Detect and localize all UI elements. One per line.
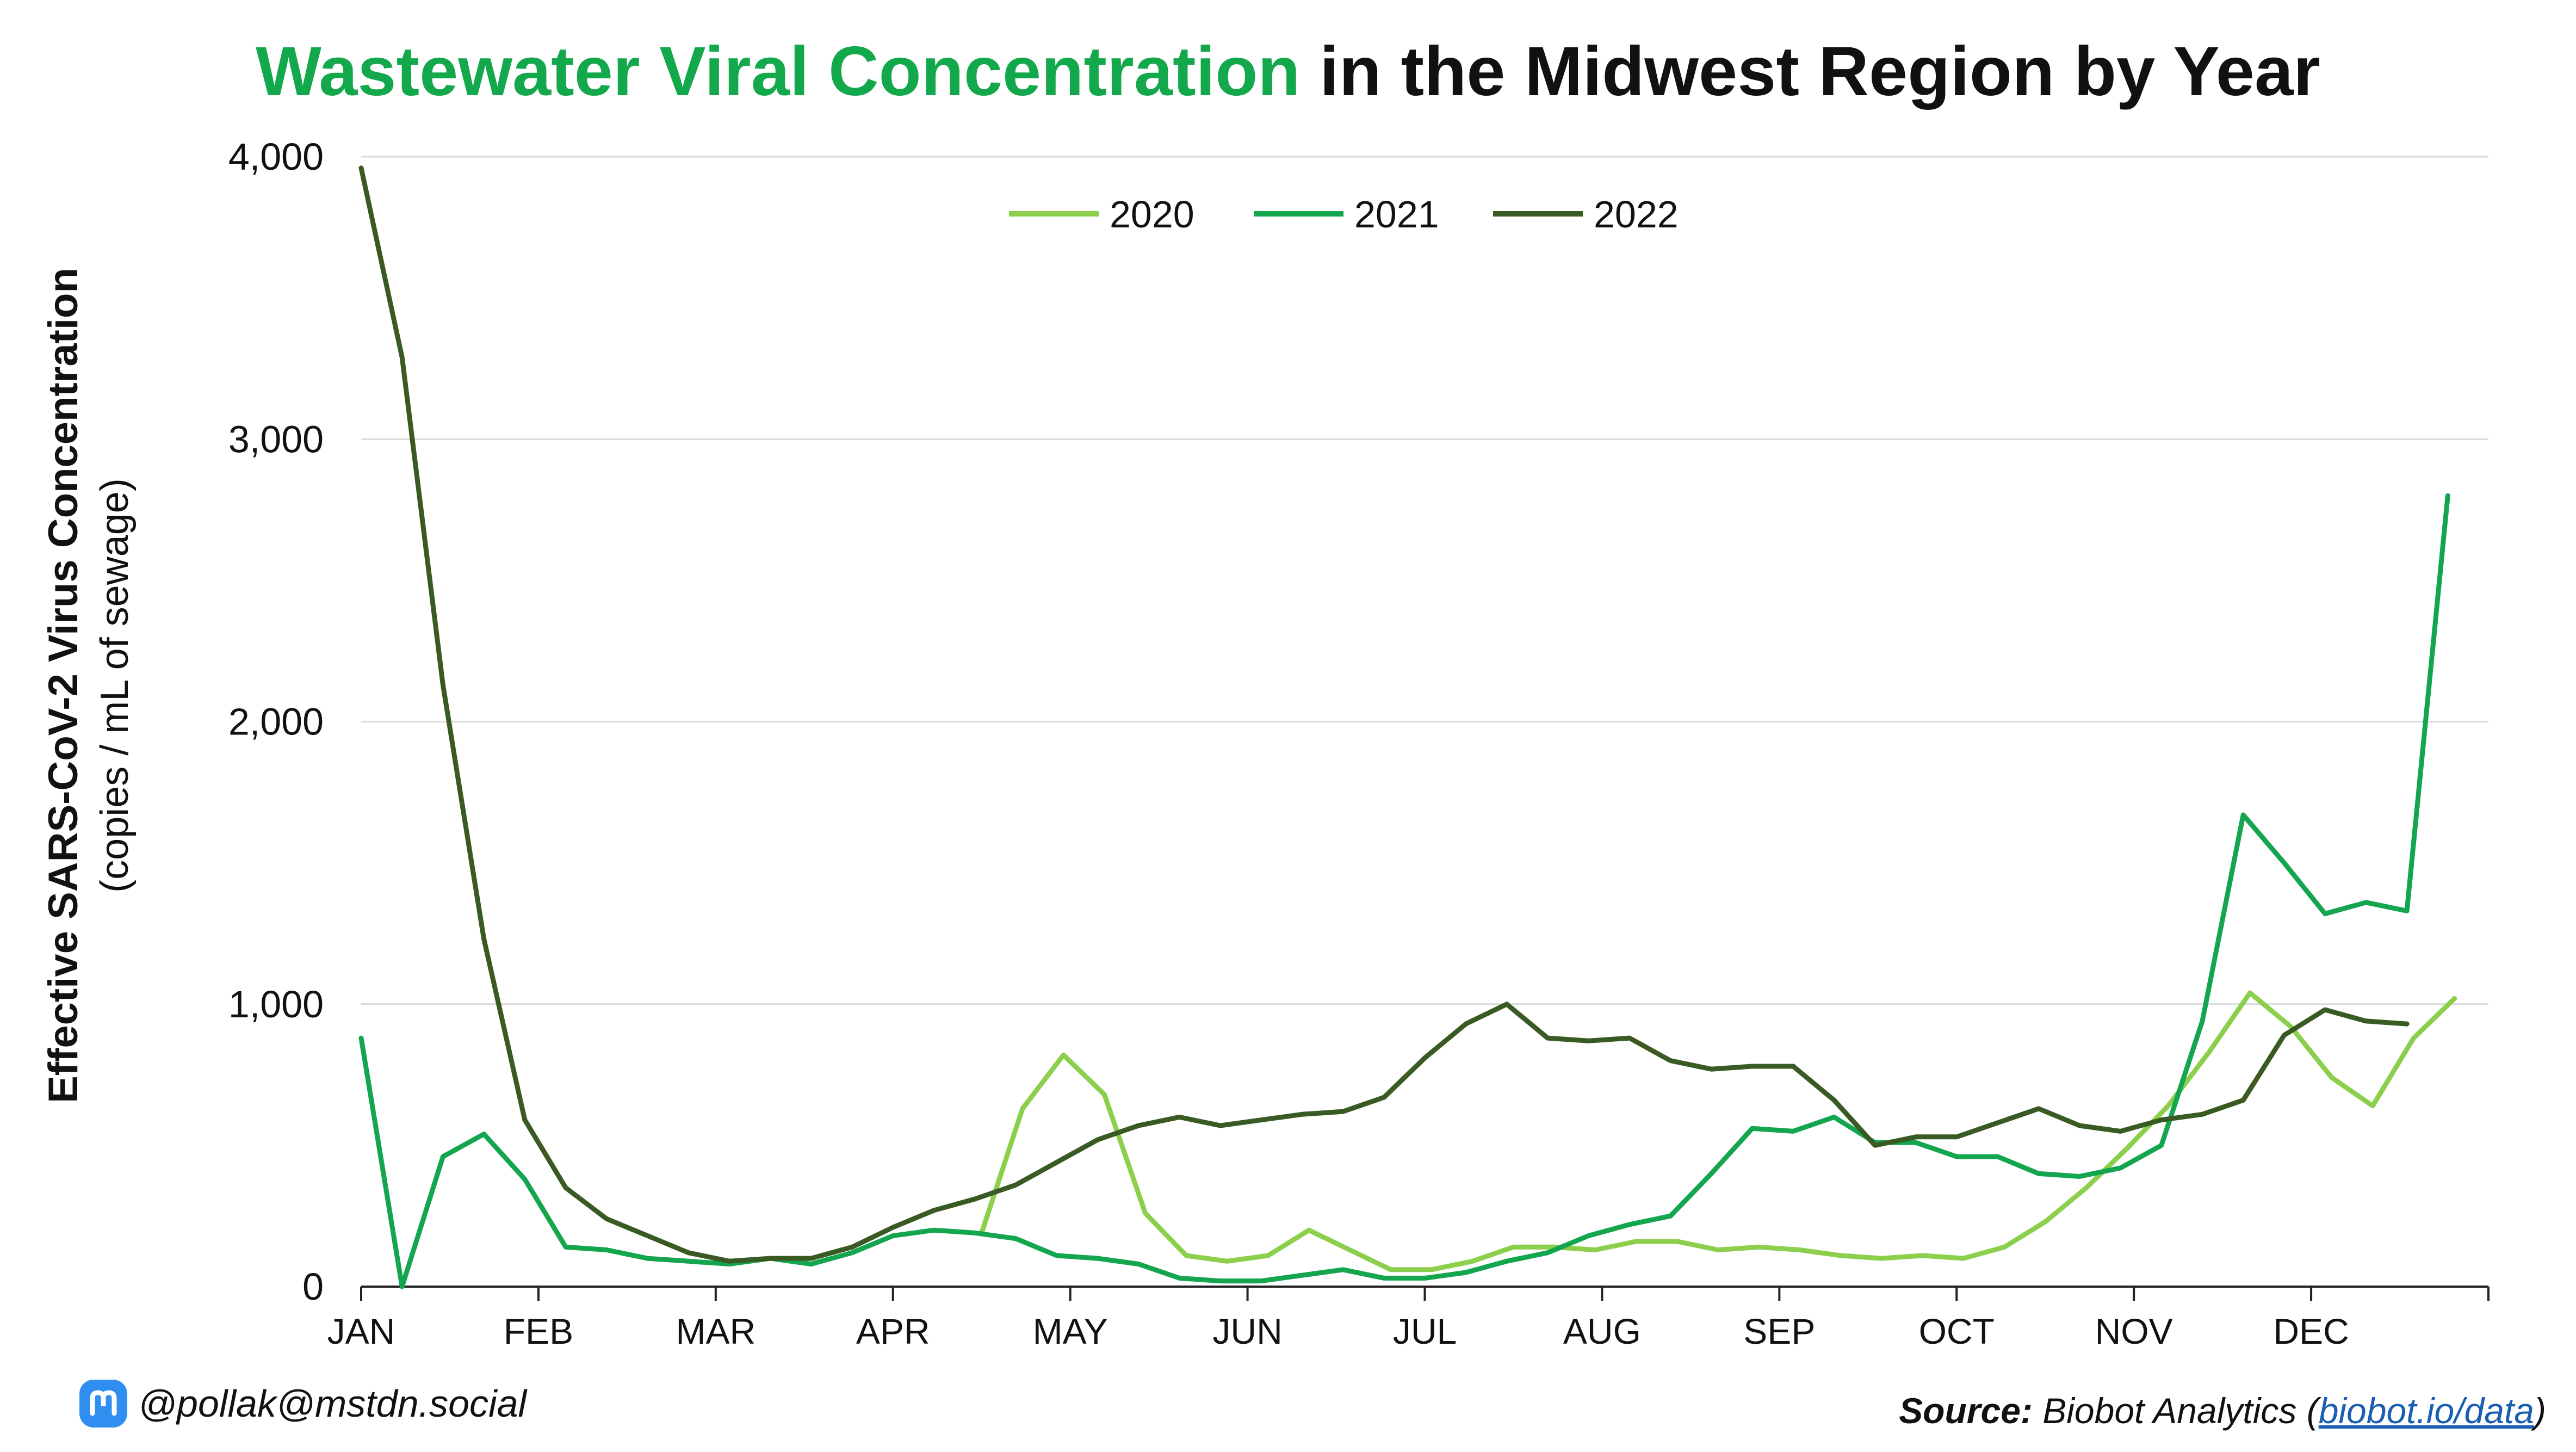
mastodon-icon — [79, 1380, 127, 1428]
source-note: Source: Biobot Analytics (biobot.io/data… — [1899, 1390, 2546, 1431]
y-tick-label: 3,000 — [228, 418, 324, 460]
x-tick-label: JAN — [327, 1311, 395, 1351]
x-tick-label: AUG — [1563, 1311, 1641, 1351]
mastodon-handle[interactable]: @pollak@mstdn.social — [76, 1371, 527, 1436]
x-tick-label: SEP — [1743, 1311, 1815, 1351]
source-text: Biobot Analytics ( — [2042, 1391, 2319, 1431]
y-tick-label: 2,000 — [228, 701, 324, 743]
series-line-2021 — [358, 493, 2450, 1289]
title-rest: in the Midwest Region by Year — [1301, 33, 2320, 110]
x-tick-label: MAR — [676, 1311, 756, 1351]
y-tick-label: 0 — [302, 1265, 324, 1308]
x-tick-label: JUL — [1393, 1311, 1457, 1351]
x-tick-label: FEB — [504, 1311, 573, 1351]
y-tick-label: 4,000 — [228, 135, 324, 178]
source-label: Source: — [1899, 1391, 2033, 1431]
x-tick-label: OCT — [1919, 1311, 1995, 1351]
y-axis-sublabel: (copies / mL of sewage) — [93, 478, 137, 893]
legend-label-2022: 2022 — [1594, 193, 1679, 236]
legend-label-2021: 2021 — [1354, 193, 1439, 236]
chart-title: Wastewater Viral Concentration in the Mi… — [256, 33, 2320, 110]
series-line-2022 — [358, 165, 2410, 1264]
x-tick-label: APR — [856, 1311, 930, 1351]
legend-label-2020: 2020 — [1110, 193, 1194, 236]
title-highlight: Wastewater Viral Concentration — [256, 33, 1301, 110]
x-tick-label: DEC — [2273, 1311, 2349, 1351]
x-tick-label: MAY — [1033, 1311, 1108, 1351]
source-link[interactable]: biobot.io/data — [2318, 1391, 2535, 1431]
y-axis-label: Effective SARS-CoV-2 Virus Concentration — [40, 268, 86, 1103]
series-line-2020 — [979, 990, 2457, 1272]
handle-text: @pollak@mstdn.social — [138, 1382, 527, 1425]
x-tick-label: NOV — [2095, 1311, 2173, 1351]
source-close: ) — [2534, 1391, 2546, 1431]
x-tick-label: JUN — [1212, 1311, 1282, 1351]
y-tick-label: 1,000 — [228, 983, 324, 1025]
